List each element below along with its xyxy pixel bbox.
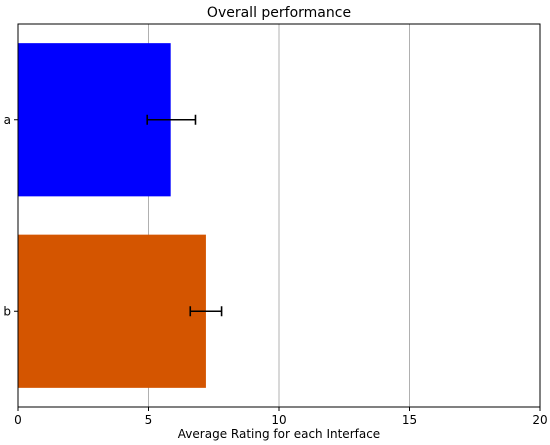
error-bars (146, 114, 223, 317)
x-tick-label: 5 (145, 413, 153, 427)
x-tick-label: 15 (402, 413, 417, 427)
chart-title: Overall performance (207, 5, 351, 21)
bar-a (18, 43, 171, 197)
x-tick-label: 0 (14, 413, 22, 427)
x-axis-label: Average Rating for each Interface (178, 427, 380, 441)
y-tick-label-a: a (4, 113, 11, 127)
y-axis-ticks: ab (3, 113, 18, 318)
x-tick-label: 20 (532, 413, 547, 427)
bar-b (18, 234, 206, 388)
bars (18, 43, 206, 388)
y-tick-label-b: b (3, 304, 11, 318)
x-tick-label: 10 (271, 413, 286, 427)
x-axis-ticks: 0 5 10 15 20 (14, 407, 548, 427)
